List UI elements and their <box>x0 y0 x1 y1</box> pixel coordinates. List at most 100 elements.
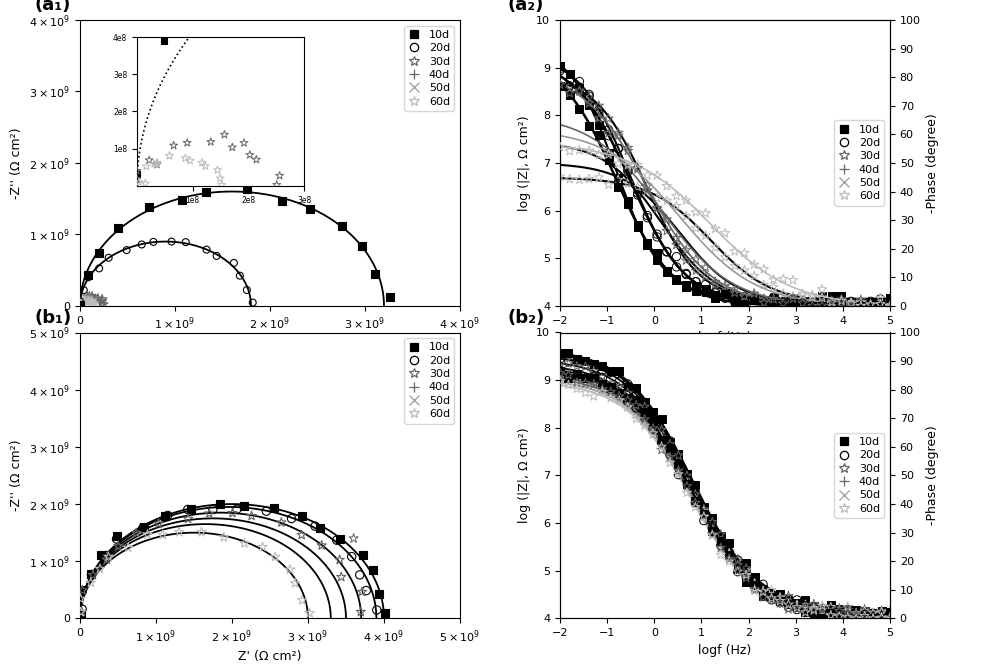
Point <box>687 487 703 498</box>
Point <box>848 613 864 624</box>
Point <box>620 393 636 404</box>
Point <box>756 295 772 305</box>
Point <box>824 298 840 309</box>
Point <box>332 555 348 565</box>
Point <box>696 515 712 526</box>
Point <box>649 198 665 208</box>
Point <box>747 585 763 596</box>
Point <box>620 402 636 412</box>
Point <box>302 608 318 618</box>
Point <box>630 163 646 174</box>
Point <box>645 428 661 439</box>
X-axis label: Z' (Ω cm²): Z' (Ω cm²) <box>238 650 302 663</box>
Point <box>789 602 805 612</box>
Point <box>804 297 820 308</box>
Point <box>857 610 873 621</box>
Point <box>824 301 840 311</box>
Point <box>795 289 811 299</box>
Point <box>696 504 712 515</box>
Point <box>562 146 578 156</box>
Point <box>231 523 247 534</box>
Point <box>882 613 898 624</box>
Point <box>756 279 772 290</box>
Point <box>649 170 665 181</box>
Point <box>645 430 661 440</box>
Point <box>654 425 670 436</box>
Point <box>620 396 636 407</box>
Point <box>785 297 801 307</box>
Point <box>882 612 898 623</box>
Point <box>679 479 695 489</box>
Point <box>814 301 830 311</box>
Point <box>840 601 856 612</box>
Point <box>659 211 675 222</box>
Legend: 10d, 20d, 30d, 40d, 50d, 60d: 10d, 20d, 30d, 40d, 50d, 60d <box>834 433 884 518</box>
Point <box>736 279 752 289</box>
Point <box>831 608 847 618</box>
Point <box>721 548 737 559</box>
Point <box>571 137 587 148</box>
Point <box>80 292 96 303</box>
Point <box>670 469 686 480</box>
Point <box>766 297 782 307</box>
Point <box>552 368 568 378</box>
Point <box>620 395 636 406</box>
Point <box>736 291 752 301</box>
Text: (a₂): (a₂) <box>507 0 544 14</box>
Point <box>772 593 788 603</box>
Point <box>833 296 849 307</box>
Point <box>688 254 704 265</box>
Point <box>630 163 646 174</box>
Point <box>814 605 830 616</box>
Point <box>80 272 96 283</box>
Point <box>823 610 839 620</box>
Point <box>239 285 255 295</box>
Point <box>594 378 610 389</box>
Point <box>571 82 587 93</box>
Point <box>73 297 89 307</box>
Point <box>654 438 670 448</box>
Point <box>190 511 206 521</box>
Point <box>746 295 762 305</box>
Point <box>78 593 94 603</box>
Point <box>577 372 593 383</box>
Point <box>74 585 90 596</box>
Point <box>352 569 368 580</box>
Point <box>780 602 796 612</box>
Point <box>654 444 670 455</box>
Point <box>746 291 762 302</box>
Point <box>109 530 125 541</box>
Point <box>562 119 578 130</box>
Point <box>679 468 695 479</box>
Point <box>831 603 847 614</box>
Point <box>795 295 811 306</box>
Point <box>216 532 232 543</box>
Point <box>73 608 89 619</box>
Point <box>814 606 830 616</box>
Point <box>101 253 117 263</box>
Point <box>83 569 99 579</box>
Point <box>645 410 661 420</box>
Point <box>73 585 89 595</box>
Point <box>713 533 729 543</box>
Point <box>562 159 578 170</box>
Point <box>581 100 597 110</box>
Point <box>109 546 125 557</box>
Point <box>662 448 678 458</box>
Point <box>141 201 157 212</box>
Point <box>611 376 627 387</box>
Point <box>157 510 173 521</box>
Point <box>76 295 92 306</box>
Point <box>804 295 820 305</box>
Point <box>755 588 771 598</box>
Point <box>659 267 675 277</box>
Point <box>601 148 617 158</box>
Point <box>804 301 820 311</box>
Point <box>679 479 695 489</box>
Y-axis label: -Z'' (Ω cm²): -Z'' (Ω cm²) <box>10 440 23 511</box>
Point <box>252 529 268 539</box>
Point <box>755 587 771 597</box>
Point <box>93 549 109 560</box>
Point <box>857 606 873 616</box>
Point <box>73 606 89 617</box>
